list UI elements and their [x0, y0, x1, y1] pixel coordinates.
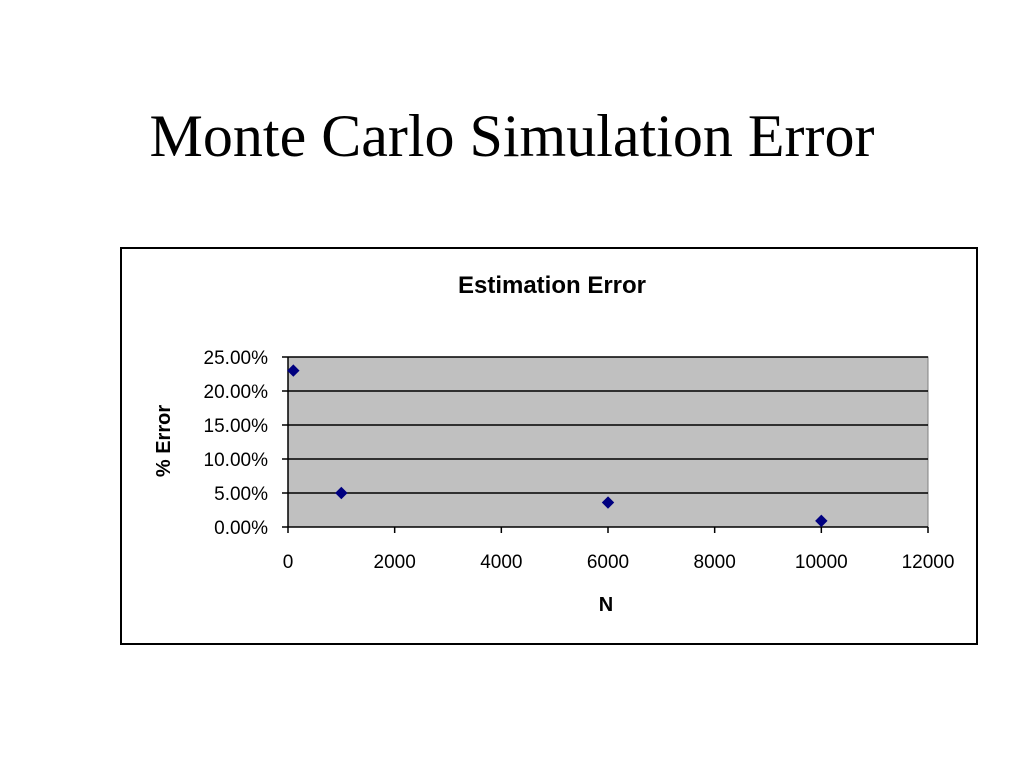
x-tick-label: 10000: [795, 552, 848, 573]
y-tick-label: 5.00%: [214, 484, 268, 505]
data-point: [287, 364, 300, 377]
x-tick-label: 8000: [694, 552, 736, 573]
x-tick-label: 6000: [587, 552, 629, 573]
x-tick-label: 4000: [480, 552, 522, 573]
chart-title: Estimation Error: [458, 272, 646, 299]
y-tick-label: 15.00%: [204, 416, 269, 437]
x-axis-title: N: [599, 594, 613, 616]
y-tick-label: 20.00%: [204, 382, 269, 403]
data-point: [601, 496, 615, 509]
chart-frame: Estimation Error 0.00% 5.00% 10.00% 15.00% 2…: [120, 247, 978, 645]
plot-layer: 0.00% 5.00% 10.00% 15.00% 20.00% 25.00% 0 2000 4…: [204, 348, 955, 573]
data-point: [335, 486, 348, 500]
y-tick-label: 0.00%: [214, 518, 268, 539]
y-tick-label: 10.00%: [204, 450, 269, 471]
x-tick-label: 0: [283, 552, 294, 573]
scatter-chart: Estimation Error 0.00% 5.00% 10.00% 15.00% 2…: [153, 272, 955, 616]
x-tick-label: 12000: [902, 552, 955, 573]
y-axis-title: % Error: [153, 405, 175, 477]
slide-title: Monte Carlo Simulation Error: [149, 103, 875, 169]
x-tick-label: 2000: [374, 552, 416, 573]
data-point: [815, 514, 828, 528]
y-tick-label: 25.00%: [204, 348, 269, 369]
